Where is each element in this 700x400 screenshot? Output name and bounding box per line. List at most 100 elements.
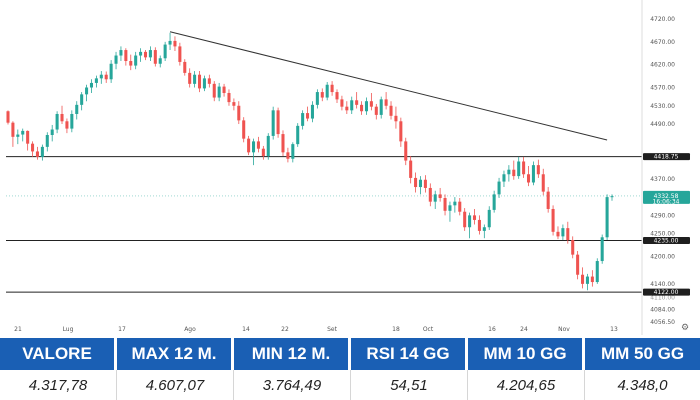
candle-body xyxy=(369,101,373,107)
candle xyxy=(497,177,501,199)
candle xyxy=(546,187,550,213)
candle xyxy=(296,123,300,147)
candle-body xyxy=(94,78,98,83)
candle xyxy=(389,101,393,120)
price-tag-label: 4122.00 xyxy=(654,289,679,296)
stats-table: VALORE 4.317,78 MAX 12 M. 4.607,07 MIN 1… xyxy=(0,338,700,400)
candle-body xyxy=(35,151,39,157)
candle-body xyxy=(522,161,526,175)
candle xyxy=(266,133,270,160)
price-chart: 4720.00 4670.00 4620.00 4570.00 4530.00 4490.… xyxy=(6,0,690,335)
candle-body xyxy=(271,110,275,136)
candle xyxy=(306,106,310,122)
candle xyxy=(320,88,324,102)
candle xyxy=(276,107,280,138)
candle xyxy=(143,50,148,61)
candle xyxy=(404,137,408,166)
x-tick-label: 21 xyxy=(14,326,22,333)
candle-body xyxy=(188,72,192,84)
candle-body xyxy=(193,74,197,84)
candle-body xyxy=(576,254,580,275)
candle xyxy=(492,190,496,213)
price-tag-box xyxy=(643,153,690,161)
candle-body xyxy=(109,63,113,80)
candle xyxy=(65,118,69,134)
candle xyxy=(581,267,585,289)
candle-body xyxy=(360,104,364,112)
candle-body xyxy=(571,240,575,255)
price-tag-label: 4418.75 xyxy=(654,154,679,161)
candle xyxy=(60,105,64,125)
candle-body xyxy=(384,99,388,106)
candle xyxy=(207,74,211,88)
candle-body xyxy=(99,74,103,79)
x-tick-label: Nov xyxy=(558,326,570,333)
candle xyxy=(50,124,54,142)
candle-body xyxy=(281,134,285,153)
candle-body xyxy=(458,201,462,212)
candle xyxy=(75,101,79,120)
price-tag-label: 4235.00 xyxy=(654,237,679,244)
candle-body xyxy=(65,121,69,129)
candle xyxy=(252,138,256,166)
candle xyxy=(217,82,221,102)
y-tick-label: 4670.00 xyxy=(650,39,675,46)
price-tag-time: 16:06:34 xyxy=(653,198,680,205)
candle xyxy=(85,84,89,102)
candle xyxy=(119,46,123,62)
candle-body xyxy=(60,113,64,122)
candle xyxy=(247,135,251,156)
candle-body xyxy=(50,129,54,135)
candle-body xyxy=(6,111,10,123)
stat-max-12m: MAX 12 M. 4.607,07 xyxy=(117,338,234,400)
candle-body xyxy=(551,208,555,232)
candle-body xyxy=(512,169,516,177)
x-tick-label: Oct xyxy=(423,326,434,333)
candle-body xyxy=(237,105,241,121)
candle-body xyxy=(325,84,329,98)
candle xyxy=(281,130,285,157)
candle-body xyxy=(40,146,44,157)
candle-body xyxy=(222,86,226,93)
candle xyxy=(576,250,580,280)
candlesticks xyxy=(6,32,614,291)
stat-valore: VALORE 4.317,78 xyxy=(0,338,117,400)
candle-body xyxy=(143,51,148,58)
stat-header: MAX 12 M. xyxy=(117,338,234,370)
candle-body xyxy=(335,92,339,100)
candle-body xyxy=(139,51,143,56)
candle-body xyxy=(85,87,89,95)
candle xyxy=(355,92,359,109)
candle xyxy=(463,208,467,231)
candle xyxy=(291,142,295,163)
gear-icon[interactable]: ⚙ xyxy=(680,322,690,332)
candle-body xyxy=(21,130,25,135)
candle-body xyxy=(472,215,477,220)
candle xyxy=(600,234,604,264)
y-tick-label: 4200.00 xyxy=(650,253,675,260)
x-tick-label: 24 xyxy=(520,326,528,333)
candle-body xyxy=(227,92,231,103)
y-tick-label: 4490.00 xyxy=(650,121,675,128)
candle xyxy=(104,71,108,83)
candle xyxy=(517,156,521,179)
stat-header: MM 10 GG xyxy=(468,338,585,370)
candle-body xyxy=(256,141,260,149)
y-tick-label: 4530.00 xyxy=(650,103,675,110)
candle-body xyxy=(291,144,295,159)
candle-body xyxy=(374,106,378,115)
candle xyxy=(428,183,432,207)
candle xyxy=(369,92,373,111)
candle-body xyxy=(531,165,535,183)
candle xyxy=(487,206,491,230)
candle-body xyxy=(502,174,506,182)
y-tick-label: 4250.00 xyxy=(650,231,675,238)
candle xyxy=(364,97,368,115)
candle-body xyxy=(296,125,300,145)
stat-header: RSI 14 GG xyxy=(351,338,468,370)
candle xyxy=(183,59,187,76)
x-tick-label: 18 xyxy=(392,326,400,333)
stat-value: 4.317,78 xyxy=(0,370,117,400)
candle-body xyxy=(541,174,545,192)
